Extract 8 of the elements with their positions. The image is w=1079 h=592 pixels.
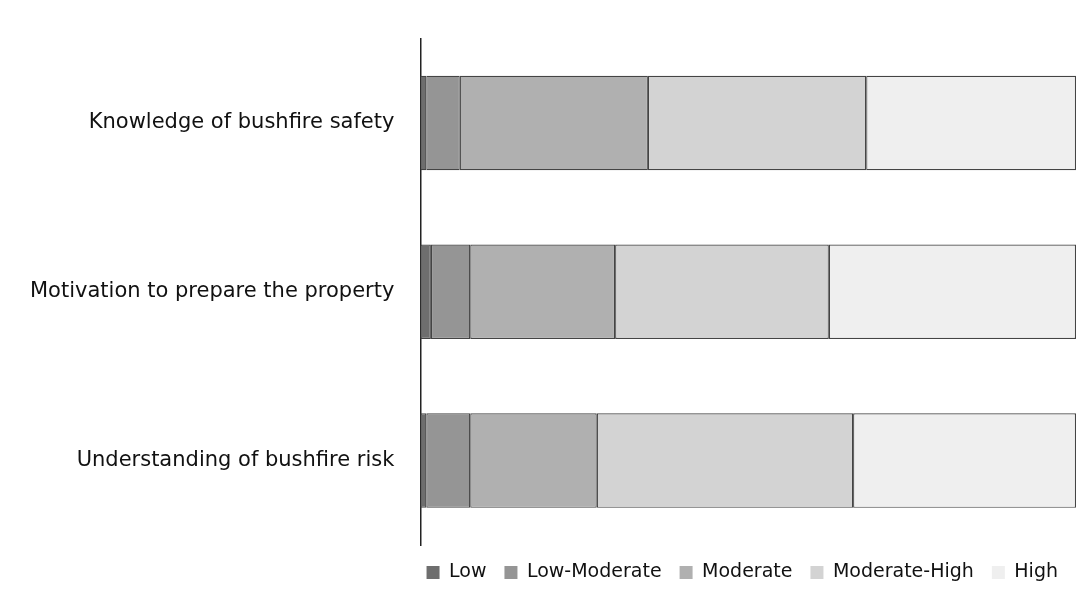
y-tick-label: Knowledge of bushfire safety — [88, 109, 395, 134]
legend-label: Low-Moderate — [526, 559, 662, 582]
y-tick-label: Understanding of bushfire risk — [76, 447, 396, 472]
legend-label: Moderate — [702, 559, 793, 582]
legend-label: Moderate-High — [832, 559, 974, 582]
legend-label: Low — [449, 559, 487, 582]
y-tick-label: Motivation to prepare the property — [29, 278, 395, 303]
legend-label: High — [1014, 559, 1058, 582]
